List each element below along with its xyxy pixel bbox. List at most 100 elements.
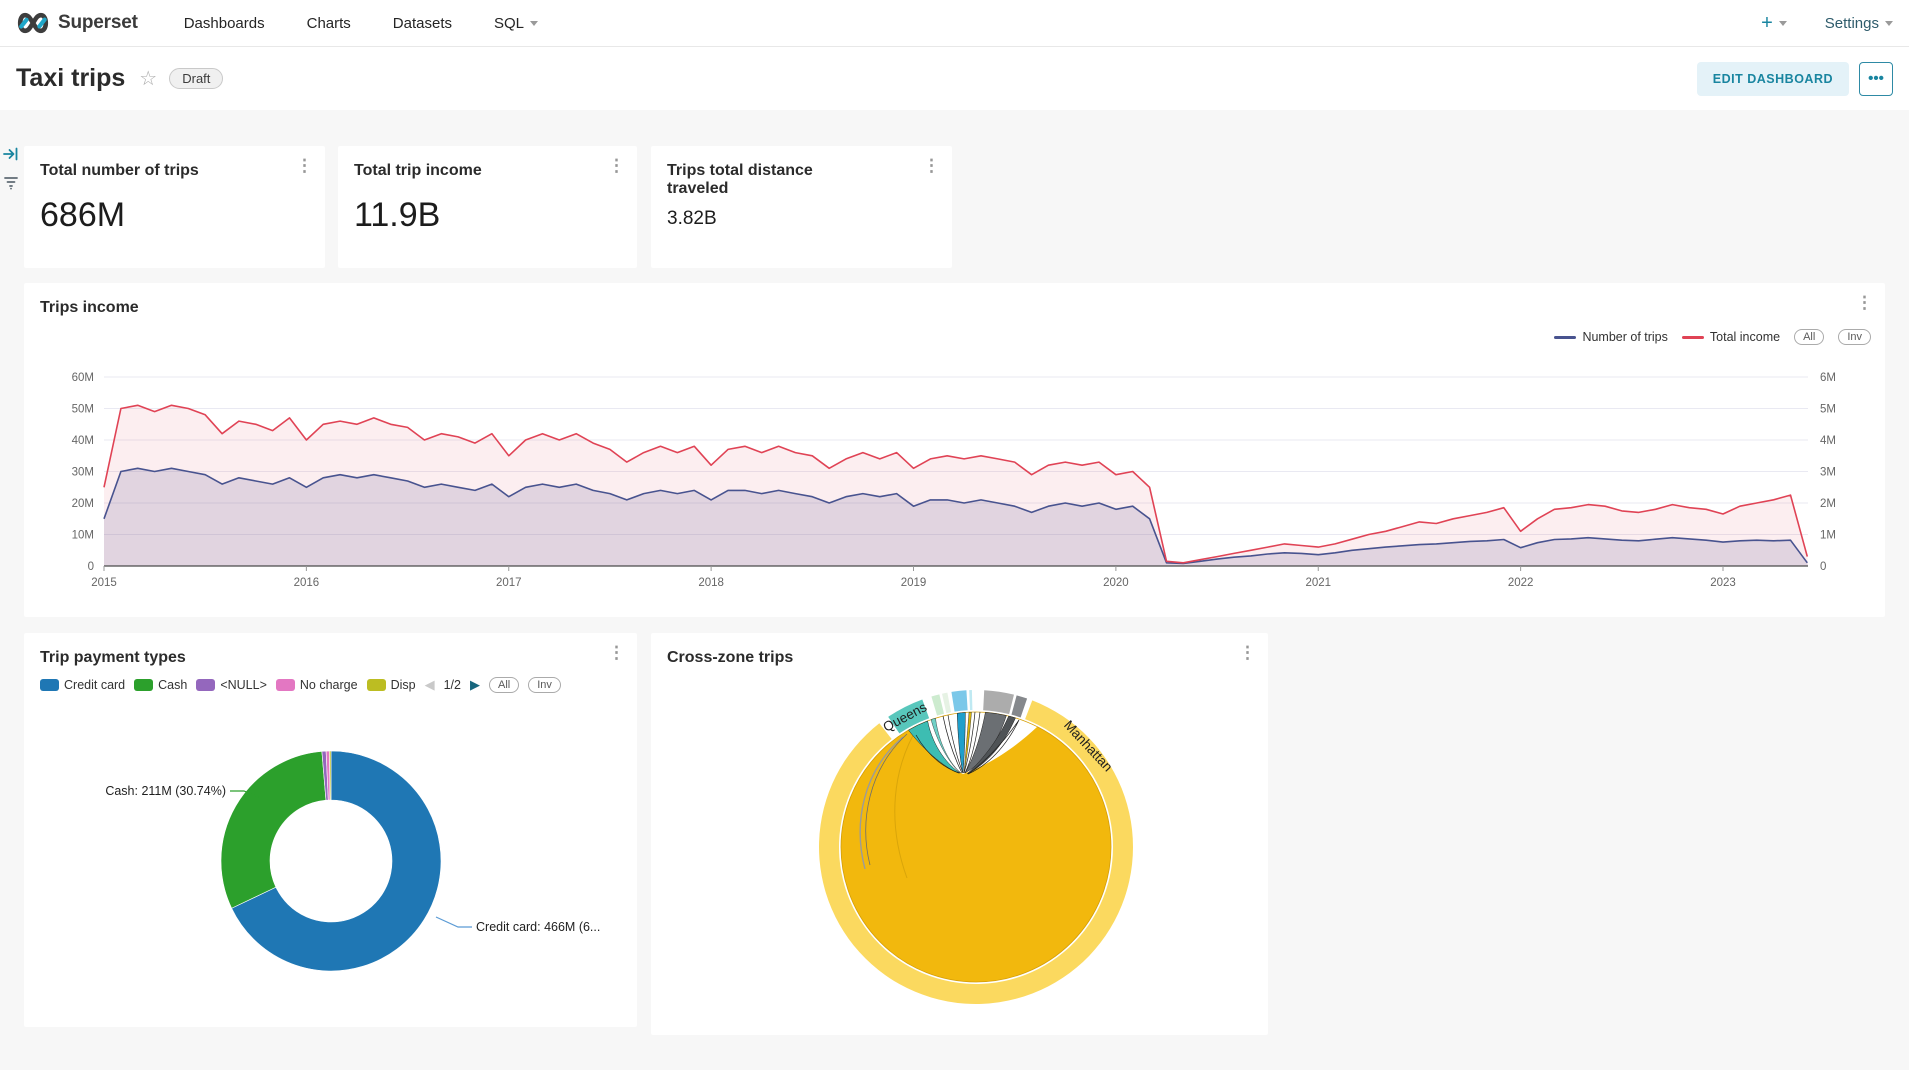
legend-label: Credit card — [64, 678, 126, 692]
metric-card-trip-income: Total trip income ⋮ 11.9B — [338, 146, 637, 268]
svg-text:2017: 2017 — [496, 577, 522, 589]
svg-text:4M: 4M — [1820, 435, 1836, 447]
pie-slice-disp[interactable] — [329, 750, 332, 801]
pie-slice-cash[interactable] — [220, 751, 327, 909]
payment-donut-canvas[interactable]: Cash: 211M (30.74%) Credit card: 466M (6… — [40, 695, 621, 1017]
legend-swatch — [40, 679, 59, 691]
metric-title: Total number of trips — [40, 162, 199, 179]
legend-page-indicator: 1/2 — [443, 678, 461, 692]
crosszone-chord-canvas[interactable]: Queens Manhattan — [667, 673, 1252, 1035]
legend-item-no-charge[interactable]: No charge — [275, 678, 358, 692]
legend-label: Cash — [158, 678, 188, 692]
legend-swatch — [366, 679, 386, 691]
payment-types-card: Trip payment types ⋮ Credit card Cash <NUL… — [24, 633, 637, 1027]
legend-inverse-button[interactable]: Inv — [1838, 329, 1871, 345]
kebab-menu-icon[interactable]: ⋮ — [608, 156, 625, 175]
superset-logo[interactable]: Superset — [16, 12, 138, 34]
chord-arc[interactable] — [942, 692, 952, 714]
chord-inner-disk — [840, 711, 1112, 983]
ribbon-blue — [956, 712, 966, 774]
nav-item-sql[interactable]: SQL — [494, 15, 539, 32]
chart-legend: Number of trips Total income All Inv — [1554, 329, 1871, 345]
chord-arc[interactable] — [983, 690, 1014, 715]
svg-text:2019: 2019 — [901, 577, 927, 589]
superset-infinity-icon — [17, 12, 49, 34]
chord-arc[interactable] — [1011, 695, 1028, 718]
status-badge: Draft — [169, 68, 224, 89]
chart-title: Cross-zone trips — [667, 649, 794, 666]
kebab-menu-icon[interactable]: ⋮ — [1239, 643, 1256, 662]
legend-line-swatch — [1554, 335, 1577, 339]
legend-items: Credit card Cash <NULL> No charge Disp — [40, 678, 416, 692]
legend-item-disp[interactable]: Disp — [366, 678, 416, 692]
svg-text:2016: 2016 — [294, 577, 320, 589]
metric-card-total-distance: Trips total distance traveled ⋮ 3.82B — [651, 146, 952, 268]
favorite-star-icon[interactable]: ☆ — [139, 68, 158, 90]
legend-next-page-icon[interactable]: ▶ — [469, 677, 480, 692]
pie-slice-credit-card[interactable] — [231, 750, 442, 972]
chevron-down-icon — [530, 20, 539, 26]
payment-legend: Credit card Cash <NULL> No charge Disp ◀ 1/2… — [40, 677, 627, 693]
svg-text:5M: 5M — [1820, 404, 1836, 416]
chord-self-edge — [894, 724, 920, 879]
chord-arc[interactable] — [931, 694, 945, 716]
svg-text:60M: 60M — [72, 372, 94, 384]
kebab-menu-icon[interactable]: ⋮ — [923, 156, 940, 175]
page-title: Taxi trips — [16, 64, 126, 92]
legend-item-credit-card[interactable]: Credit card — [40, 678, 125, 692]
crosszone-card: Cross-zone trips ⋮ Queen — [651, 633, 1268, 1035]
top-navbar: Superset Dashboards Charts Datasets SQL … — [0, 0, 1909, 47]
cash-label-line — [230, 790, 262, 799]
brand-name: Superset — [58, 12, 138, 33]
legend-all-button[interactable]: All — [1794, 329, 1825, 345]
chart-title: Trips income — [40, 299, 139, 316]
legend-label: No charge — [299, 678, 358, 692]
chord-arc-queens[interactable] — [888, 699, 930, 734]
chord-arc[interactable] — [951, 690, 968, 712]
nav-item-dashboards[interactable]: Dashboards — [183, 14, 265, 32]
svg-text:2021: 2021 — [1305, 577, 1331, 589]
credit-label-line — [435, 916, 472, 928]
legend-item-total-income[interactable]: Total income — [1681, 330, 1780, 344]
nav-item-datasets[interactable]: Datasets — [392, 14, 452, 32]
trips-income-chart-canvas[interactable]: 60M 6M 50M 5M 40M 4M 30M 3M 20M 2M 10M 1M 0 0 2015 2016… — [40, 355, 1869, 607]
metric-card-total-trips: Total number of trips ⋮ 686M — [24, 146, 325, 268]
svg-text:50M: 50M — [72, 404, 94, 416]
legend-inverse-button[interactable]: Inv — [528, 677, 561, 693]
legend-prev-page-icon[interactable]: ◀ — [424, 677, 435, 692]
new-item-button[interactable]: + — [1761, 12, 1787, 35]
legend-item-cash[interactable]: Cash — [134, 678, 187, 692]
legend-all-button[interactable]: All — [488, 677, 520, 693]
trips-income-card: Trips income ⋮ Number of trips Total inc… — [24, 283, 1885, 617]
legend-item-number-of-trips[interactable]: Number of trips — [1554, 330, 1668, 344]
expand-filter-bar-button[interactable] — [3, 146, 19, 167]
more-options-button[interactable]: ••• — [1859, 61, 1893, 96]
filter-icon — [3, 174, 19, 195]
svg-text:2018: 2018 — [698, 577, 724, 589]
svg-text:30M: 30M — [72, 467, 94, 479]
ribbon-strand — [915, 734, 960, 774]
svg-text:10M: 10M — [72, 530, 94, 542]
kebab-menu-icon[interactable]: ⋮ — [296, 156, 313, 175]
nav-menu: Dashboards Charts Datasets SQL — [183, 14, 539, 32]
ribbon-gold-thin — [963, 711, 972, 774]
settings-menu[interactable]: Settings — [1825, 15, 1893, 32]
legend-label: <NULL> — [220, 678, 267, 692]
chevron-down-icon — [1778, 20, 1787, 26]
chevron-down-icon — [1885, 20, 1893, 26]
nav-item-charts[interactable]: Charts — [306, 14, 351, 32]
edit-dashboard-button[interactable]: EDIT DASHBOARD — [1696, 61, 1849, 96]
ribbon-queens-thin — [930, 717, 962, 774]
legend-swatch — [275, 679, 295, 691]
kebab-menu-icon[interactable]: ⋮ — [1856, 293, 1873, 312]
svg-text:2020: 2020 — [1103, 577, 1129, 589]
arrow-to-bar-icon — [3, 147, 18, 161]
ribbon-left-arc — [859, 736, 904, 870]
legend-item--null-[interactable]: <NULL> — [196, 678, 267, 692]
chord-arc[interactable] — [969, 690, 973, 711]
dashboard-header: Taxi trips ☆ Draft EDIT DASHBOARD ••• — [0, 47, 1909, 110]
ribbon-strand — [942, 715, 963, 774]
kebab-menu-icon[interactable]: ⋮ — [608, 643, 625, 662]
svg-text:2M: 2M — [1820, 498, 1836, 510]
